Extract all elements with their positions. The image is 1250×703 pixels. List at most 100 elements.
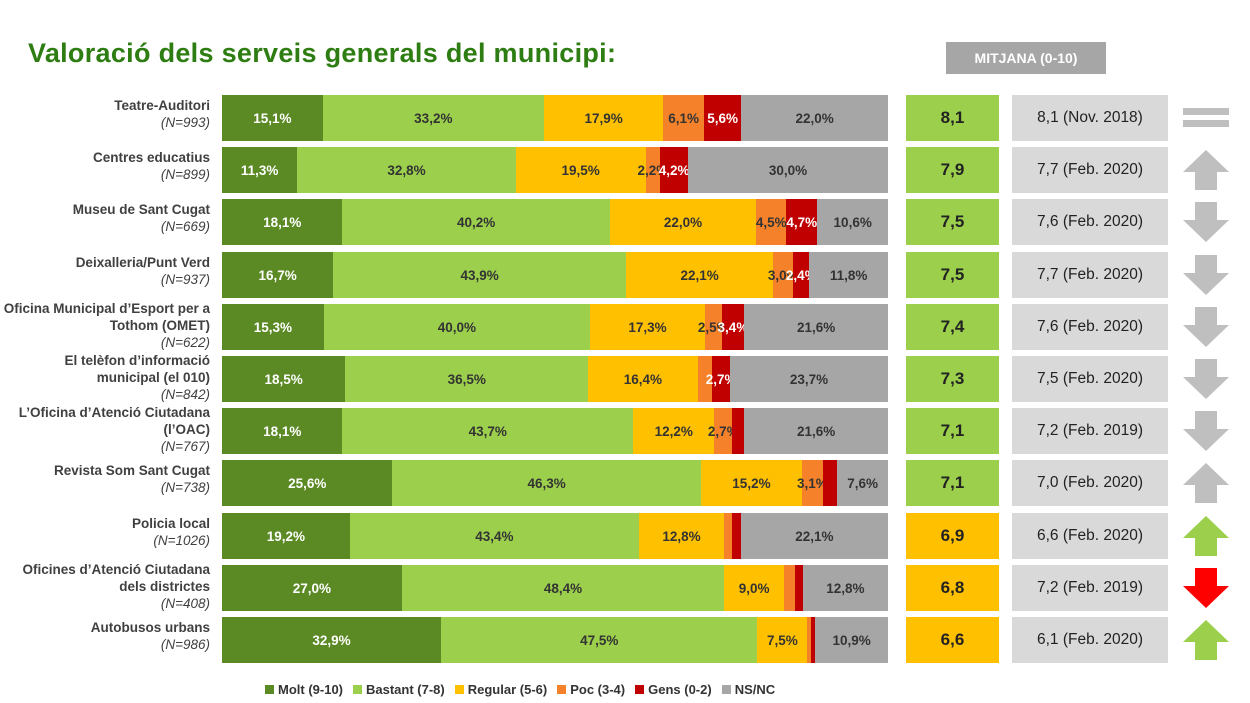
bar-segment-regular: 7,5%: [757, 617, 808, 663]
bar-segment-poc: 3,1%: [797, 460, 828, 506]
bar-segment-poc: 4,5%: [755, 199, 787, 245]
bar-segment-poc: [807, 617, 812, 663]
row-name: L’Oficina d’Atenció Ciutadana (l’OAC): [18, 405, 210, 437]
bar-segment-molt: 11,3%: [222, 147, 298, 193]
bar-segment-bastant: 43,4%: [349, 513, 639, 559]
bar-segment-nsnc: 11,8%: [809, 252, 888, 298]
data-label: 19,5%: [561, 162, 600, 178]
arrow-down-icon: [1180, 304, 1236, 350]
row-sample-size: (N=986): [160, 637, 210, 652]
average-score: 8,1: [906, 95, 999, 141]
stacked-bar: 18,1% 43,7% 12,2% 2,7% 21,6%: [222, 408, 888, 454]
chart-legend: Molt (9-10) Bastant (7-8) Regular (5-6) Poc…: [265, 682, 775, 697]
data-label: 9,0%: [738, 580, 770, 596]
legend-swatch: [557, 685, 567, 694]
page-title: Valoració dels serveis generals del muni…: [28, 38, 617, 68]
arrow-down-icon: [1180, 565, 1236, 611]
row-label: Teatre-Auditori (N=993): [0, 97, 210, 131]
row-name: El telèfon d’informació municipal (el 01…: [64, 353, 210, 385]
bar-segment-regular: 17,3%: [589, 304, 705, 350]
legend-label: Regular (5-6): [467, 682, 548, 697]
bar-segment-molt: 25,6%: [222, 460, 393, 506]
row-label: Oficina Municipal d’Esport per a Tothom …: [0, 300, 210, 351]
bar-segment-gens: 2,4%: [786, 252, 817, 298]
previous-score: 7,0 (Feb. 2020): [1012, 460, 1168, 506]
data-label: 17,9%: [584, 110, 623, 126]
data-label: 11,3%: [240, 162, 279, 178]
data-label: 16,7%: [258, 267, 297, 283]
legend-item-gens: Gens (0-2): [635, 682, 712, 697]
row-label: Autobusos urbans (N=986): [0, 619, 210, 653]
average-score: 6,6: [906, 617, 999, 663]
data-label: 7,6%: [847, 475, 879, 491]
data-label: 4,5%: [755, 214, 787, 230]
row-name: Deixalleria/Punt Verd: [75, 255, 210, 270]
row-name: Centres educatius: [92, 150, 210, 165]
bar-segment-gens: 4,2%: [658, 147, 690, 193]
data-label: 7,5%: [767, 632, 798, 648]
legend-label: NS/NC: [734, 682, 776, 697]
bar-segment-gens: 2,7%: [706, 356, 737, 402]
bar-segment-poc: 2,7%: [708, 408, 739, 454]
legend-swatch: [454, 685, 464, 694]
bar-segment-nsnc: 12,8%: [802, 565, 888, 611]
data-label: 43,7%: [468, 423, 507, 439]
stacked-bar: 15,3% 40,0% 17,3% 2,5% 3,4% 21,6%: [222, 304, 888, 350]
bar-segment-regular: 12,2%: [633, 408, 715, 454]
bar-segment-gens: [732, 408, 745, 454]
row-name: Oficines d’Atenció Ciutadana dels distri…: [22, 562, 210, 594]
row-label: L’Oficina d’Atenció Ciutadana (l’OAC) (N=…: [0, 404, 210, 455]
row-sample-size: (N=669): [160, 219, 210, 234]
bar-segment-poc: [724, 513, 733, 559]
bar-segment-poc: 6,1%: [663, 95, 704, 141]
data-label: 40,2%: [457, 214, 496, 230]
previous-score: 6,6 (Feb. 2020): [1012, 513, 1168, 559]
previous-score: 7,2 (Feb. 2019): [1012, 565, 1168, 611]
data-label: 23,7%: [789, 371, 829, 387]
bar-segment-nsnc: 21,6%: [744, 304, 888, 350]
previous-score: 8,1 (Nov. 2018): [1012, 95, 1168, 141]
row-sample-size: (N=899): [160, 167, 210, 182]
previous-score: 7,7 (Feb. 2020): [1012, 252, 1168, 298]
bar-segment-molt: 18,1%: [222, 199, 343, 245]
data-label: 40,0%: [437, 319, 476, 335]
bar-segment-regular: 15,2%: [700, 460, 803, 506]
arrow-down-icon: [1180, 408, 1236, 454]
previous-score: 7,6 (Feb. 2020): [1012, 199, 1168, 245]
row-sample-size: (N=937): [160, 272, 210, 287]
average-score: 7,5: [906, 252, 999, 298]
bar-segment-bastant: 36,5%: [345, 356, 589, 402]
row-name: Museu de Sant Cugat: [72, 202, 210, 217]
arrow-down-icon: [1180, 199, 1236, 245]
legend-label: Gens (0-2): [648, 682, 712, 697]
data-label: 3,0%: [767, 267, 799, 283]
data-label: 2,4%: [785, 267, 817, 283]
stacked-bar: 18,5% 36,5% 16,4% 2,7% 23,7%: [222, 356, 888, 402]
stacked-bar: 25,6% 46,3% 15,2% 3,1% 7,6%: [222, 460, 888, 506]
stacked-bar: 18,1% 40,2% 22,0% 4,5% 4,7% 10,6%: [222, 199, 888, 245]
data-label: 4,2%: [658, 162, 690, 178]
bar-segment-nsnc: 10,9%: [815, 617, 888, 663]
bar-segment-regular: 22,0%: [609, 199, 757, 245]
equal-icon: [1180, 95, 1236, 141]
legend-swatch: [353, 685, 362, 694]
data-label: 25,6%: [288, 475, 327, 491]
bar-segment-regular: 22,1%: [625, 252, 774, 298]
bar-segment-molt: 27,0%: [222, 565, 402, 611]
row-label: Oficines d’Atenció Ciutadana dels distri…: [0, 561, 210, 612]
bar-segment-poc: [697, 356, 713, 402]
legend-swatch: [265, 685, 274, 694]
data-label: 18,1%: [263, 214, 302, 230]
legend-label: Poc (3-4): [570, 682, 626, 697]
bar-segment-poc: [784, 565, 796, 611]
data-label: 3,1%: [796, 475, 828, 491]
bar-segment-nsnc: 21,6%: [744, 408, 888, 454]
bar-segment-bastant: 40,2%: [342, 199, 610, 245]
previous-score: 7,2 (Feb. 2019): [1012, 408, 1168, 454]
bar-segment-nsnc: 23,7%: [730, 356, 888, 402]
data-label: 18,1%: [263, 423, 302, 439]
data-label: 17,3%: [628, 319, 667, 335]
data-label: 4,7%: [786, 214, 818, 230]
row-label: Revista Som Sant Cugat (N=738): [0, 462, 210, 496]
row-sample-size: (N=738): [160, 480, 210, 495]
